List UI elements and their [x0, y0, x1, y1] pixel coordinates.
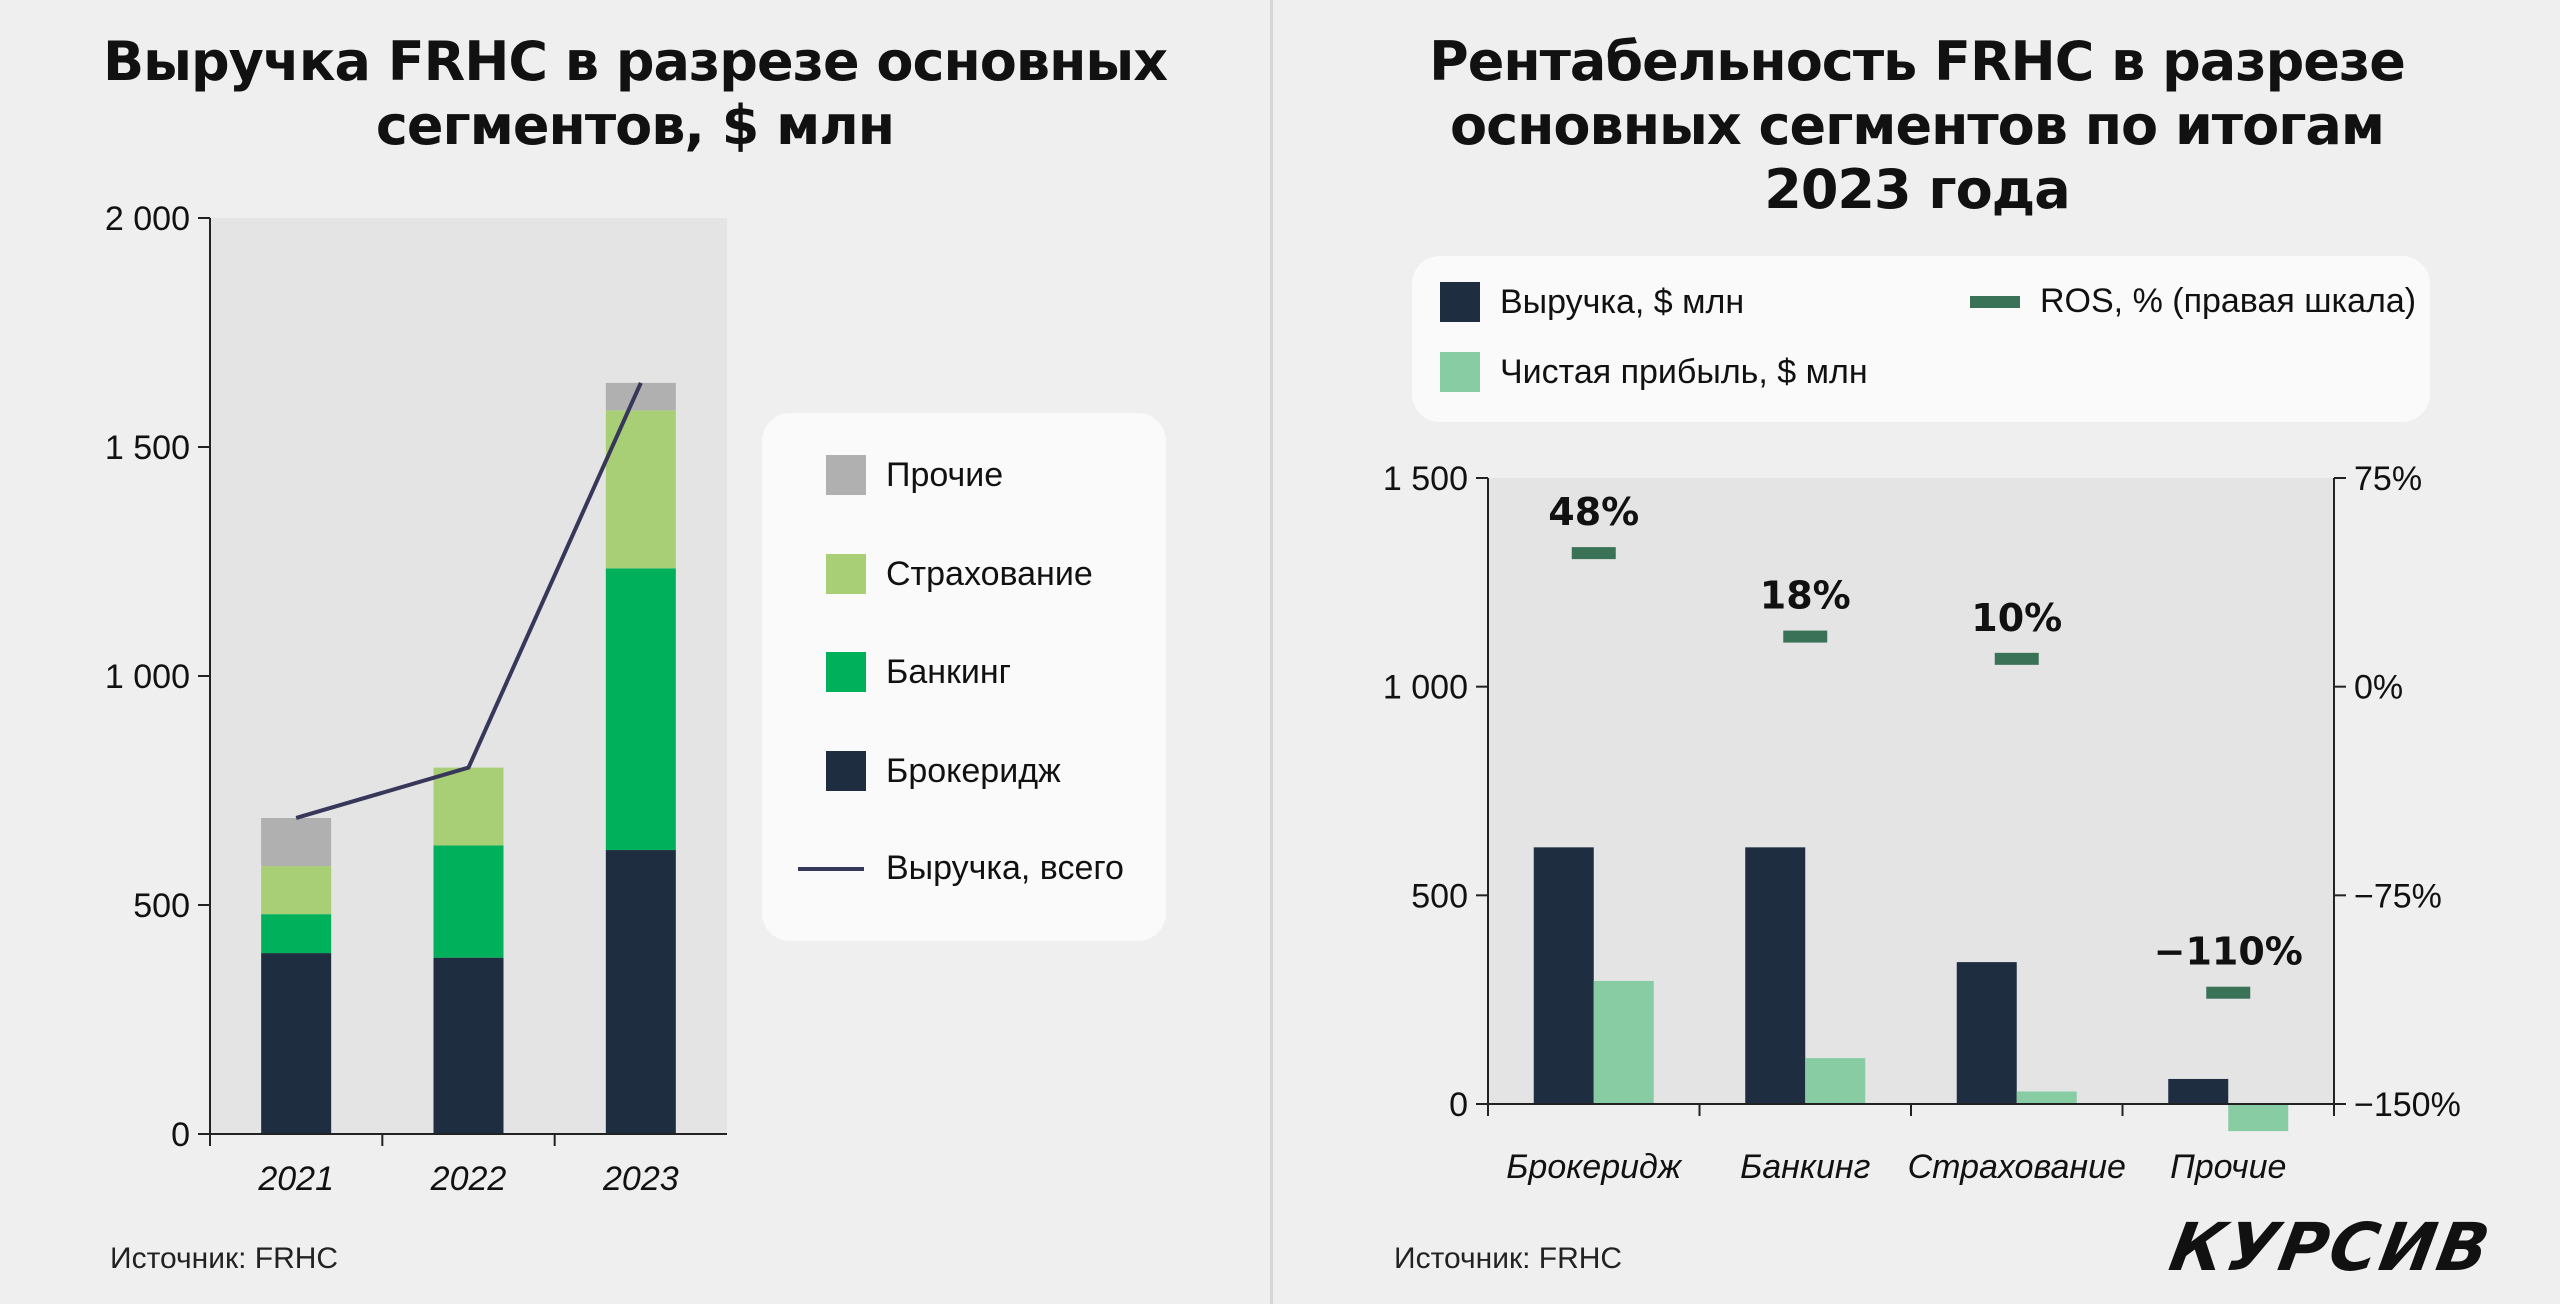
legend-item-net-profit: Чистая прибыль, $ млн [1440, 352, 1868, 392]
revenue-bar [1745, 847, 1806, 1104]
y-tick-label: 2 000 [105, 200, 190, 238]
total-revenue-line [295, 382, 643, 820]
legend-label-other: Прочие [886, 455, 1004, 494]
y-tick-label: 1 000 [1383, 669, 1468, 707]
legend-label-revenue: Выручка, $ млн [1500, 282, 1745, 321]
right-panel: Рентабельность FRHC в разрезе основных с… [1274, 0, 2560, 1304]
bar-segment [605, 850, 676, 1134]
y-tick-label: 0 [171, 1116, 190, 1154]
left-chart-title: Выручка FRHC в разрезе основных сегменто… [102, 30, 1168, 157]
left-panel: Выручка FRHC в разрезе основных сегменто… [0, 0, 1270, 1304]
x-tick-label: 2023 [602, 1160, 679, 1198]
legend-swatch-insurance [826, 554, 866, 594]
legend-label-ros: ROS, % (правая шкала) [2040, 282, 2417, 320]
legend-swatch-net-profit [1440, 352, 1480, 392]
legend-line-total-revenue [798, 866, 864, 871]
left-legend: Прочие Страхование Банкинг Брокеридж Выр… [762, 413, 1166, 941]
legend-item-banking: Банкинг [826, 652, 1011, 692]
y-tick-label: 0 [1449, 1086, 1468, 1124]
ros-value-label: −110% [2154, 930, 2303, 974]
bar-segment [433, 845, 504, 958]
net-profit-bar [2228, 1104, 2289, 1132]
ros-value-label: 10% [1971, 596, 2062, 640]
y-tick-label: 1 500 [1383, 460, 1468, 498]
legend-label-brokerage: Брокеридж [886, 751, 1061, 790]
revenue-bar [1533, 847, 1594, 1104]
bar-segment [433, 957, 504, 1134]
y2-tick-label: −75% [2354, 877, 2442, 915]
right-legend: Выручка, $ млн ROS, % (правая шкала) Чис… [1412, 256, 2430, 422]
x-tick-label: 2022 [430, 1160, 507, 1198]
left-source: Источник: FRHC [110, 1242, 339, 1275]
x-tick-label: Брокеридж [1506, 1148, 1683, 1186]
kursiv-logo: КУРСИВ [2164, 1209, 2497, 1286]
ros-value-label: 18% [1760, 574, 1851, 618]
legend-label-banking: Банкинг [886, 652, 1012, 691]
legend-label-net-profit: Чистая прибыль, $ млн [1500, 352, 1868, 391]
legend-swatch-ros [1970, 295, 2020, 308]
right-profitability-chart: 0 500 1 000 1 500 −150% −75% 0% 75% 48% Брокеридж… [1383, 460, 2461, 1186]
legend-item-other: Прочие [826, 455, 1003, 495]
y-tick-label: 1 000 [105, 658, 190, 696]
legend-swatch-revenue [1440, 282, 1480, 322]
ros-marker [1571, 547, 1616, 560]
y-tick-label: 500 [1411, 877, 1468, 915]
x-tick-label: Прочие [2170, 1148, 2286, 1186]
bar-segment [605, 568, 676, 851]
legend-swatch-brokerage [826, 751, 866, 791]
y2-tick-label: −150% [2354, 1086, 2461, 1124]
legend-swatch-banking [826, 652, 866, 692]
x-tick-label: 2021 [257, 1160, 334, 1198]
right-source: Источник: FRHC [1394, 1242, 1623, 1275]
bar-segment [261, 866, 332, 915]
bar-segment [433, 767, 504, 846]
net-profit-bar [1593, 980, 1654, 1104]
left-revenue-chart: 0 500 1 000 1 500 2 000 2021 2022 2023 [105, 200, 727, 1198]
ros-marker [1783, 630, 1828, 643]
right-chart-title: Рентабельность FRHC в разрезе основных с… [1429, 30, 2406, 221]
y-tick-label: 500 [133, 887, 190, 925]
x-tick-label: Банкинг [1740, 1148, 1870, 1186]
y-tick-label: 1 500 [105, 429, 190, 467]
legend-item-revenue: Выручка, $ млн [1440, 282, 1744, 322]
revenue-bar [1956, 962, 2017, 1104]
legend-label-insurance: Страхование [886, 554, 1093, 593]
legend-item-ros: ROS, % (правая шкала) [1970, 282, 2416, 321]
legend-item-insurance: Страхование [826, 554, 1093, 594]
ros-marker [1994, 652, 2039, 665]
bar-segment [261, 953, 332, 1134]
x-tick-label: Страхование [1908, 1148, 2126, 1186]
panel-divider [1270, 0, 1273, 1304]
net-profit-bar [2016, 1091, 2077, 1104]
revenue-bar [2168, 1078, 2229, 1104]
ros-value-label: 48% [1548, 490, 1639, 534]
net-profit-bar [1805, 1058, 1866, 1104]
bar-segment [261, 817, 332, 867]
y2-tick-label: 75% [2354, 460, 2422, 498]
legend-item-total-revenue: Выручка, всего [798, 849, 1124, 888]
ros-marker [2206, 986, 2251, 999]
y2-tick-label: 0% [2354, 669, 2403, 707]
legend-swatch-other [826, 455, 866, 495]
legend-item-brokerage: Брокеридж [826, 751, 1061, 791]
bar-segment [261, 914, 332, 954]
legend-label-total-revenue: Выручка, всего [886, 849, 1124, 887]
